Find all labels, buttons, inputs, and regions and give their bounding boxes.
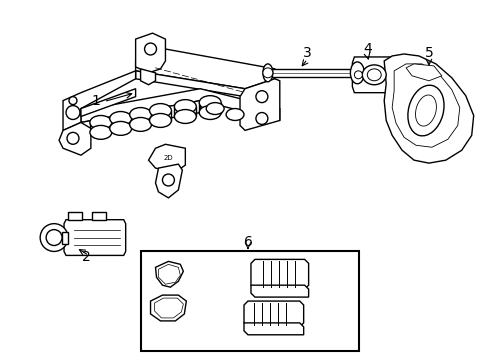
Polygon shape <box>250 260 308 289</box>
Ellipse shape <box>366 69 381 81</box>
Polygon shape <box>384 54 473 163</box>
Polygon shape <box>92 212 105 220</box>
Polygon shape <box>405 64 441 81</box>
Text: 2D: 2D <box>163 155 173 161</box>
Polygon shape <box>81 89 135 117</box>
Polygon shape <box>155 261 183 287</box>
Polygon shape <box>250 285 308 297</box>
Polygon shape <box>154 298 183 318</box>
Polygon shape <box>81 89 279 122</box>
Ellipse shape <box>206 103 224 114</box>
Polygon shape <box>64 220 125 255</box>
Circle shape <box>66 105 80 120</box>
Polygon shape <box>244 301 303 327</box>
Circle shape <box>69 96 77 105</box>
Ellipse shape <box>199 105 221 120</box>
Polygon shape <box>135 49 274 89</box>
Polygon shape <box>141 69 155 85</box>
Circle shape <box>67 132 79 144</box>
Circle shape <box>46 230 62 246</box>
Text: 4: 4 <box>362 42 371 56</box>
Ellipse shape <box>149 104 171 117</box>
Polygon shape <box>135 71 244 96</box>
Ellipse shape <box>90 125 112 139</box>
Ellipse shape <box>199 96 221 109</box>
Ellipse shape <box>174 100 196 113</box>
Circle shape <box>144 43 156 55</box>
Ellipse shape <box>149 113 171 127</box>
Polygon shape <box>158 264 180 284</box>
Circle shape <box>255 91 267 103</box>
Polygon shape <box>155 164 182 198</box>
Polygon shape <box>391 64 459 147</box>
Polygon shape <box>59 122 91 155</box>
Ellipse shape <box>129 108 151 121</box>
Ellipse shape <box>109 112 131 125</box>
Ellipse shape <box>407 85 443 136</box>
Ellipse shape <box>90 116 112 129</box>
Polygon shape <box>62 231 68 243</box>
Ellipse shape <box>350 62 364 84</box>
Polygon shape <box>244 323 303 335</box>
Circle shape <box>162 174 174 186</box>
Text: 3: 3 <box>303 46 311 60</box>
Polygon shape <box>352 57 395 93</box>
Polygon shape <box>150 295 186 321</box>
Text: 1: 1 <box>91 94 100 108</box>
Circle shape <box>263 68 272 78</box>
Text: 5: 5 <box>424 46 432 60</box>
Ellipse shape <box>129 117 151 131</box>
Ellipse shape <box>109 121 131 135</box>
Ellipse shape <box>362 65 386 85</box>
Polygon shape <box>267 69 357 77</box>
Polygon shape <box>135 33 165 73</box>
Circle shape <box>255 113 267 125</box>
Ellipse shape <box>174 109 196 123</box>
Ellipse shape <box>263 64 272 82</box>
Text: 6: 6 <box>243 234 252 248</box>
Polygon shape <box>68 212 82 220</box>
Polygon shape <box>148 144 185 172</box>
Circle shape <box>354 71 362 79</box>
Ellipse shape <box>225 109 244 121</box>
Polygon shape <box>240 79 279 130</box>
Ellipse shape <box>415 95 435 126</box>
Polygon shape <box>81 100 200 134</box>
Polygon shape <box>63 71 135 130</box>
Bar <box>141 251 359 351</box>
Text: 2: 2 <box>81 251 90 264</box>
Circle shape <box>40 224 68 251</box>
